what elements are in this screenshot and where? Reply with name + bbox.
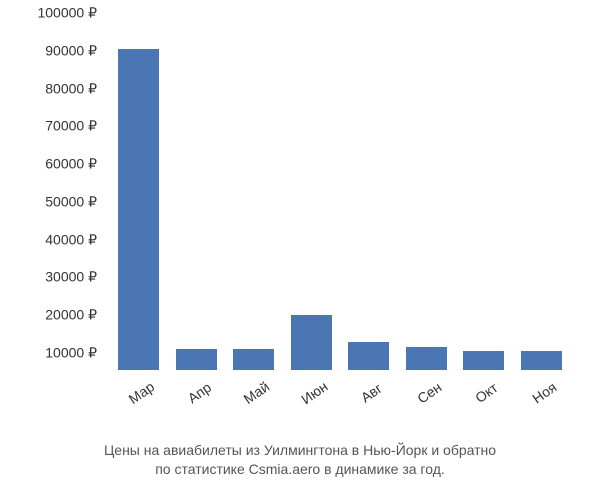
y-tick-label: 70000 ₽	[45, 118, 97, 135]
x-axis: МарАпрМайИюнАвгСенОктНоя	[110, 375, 570, 425]
y-tick-label: 30000 ₽	[45, 269, 97, 286]
y-tick-label: 100000 ₽	[37, 5, 97, 22]
chart-container: 10000 ₽ 20000 ₽ 30000 ₽ 40000 ₽ 50000 ₽ 60000…	[10, 20, 580, 430]
y-tick-label: 10000 ₽	[45, 345, 97, 362]
bar	[118, 49, 159, 370]
bar-slot	[225, 30, 283, 370]
y-tick-label: 80000 ₽	[45, 80, 97, 97]
bar-slot	[340, 30, 398, 370]
bar-slot	[455, 30, 513, 370]
x-tick-label: Ноя	[511, 363, 587, 437]
plot-area	[110, 30, 570, 370]
caption-line-1: Цены на авиабилеты из Уилмингтона в Нью-…	[0, 441, 600, 461]
bar-slot	[283, 30, 341, 370]
bar-slot	[398, 30, 456, 370]
y-axis: 10000 ₽ 20000 ₽ 30000 ₽ 40000 ₽ 50000 ₽ 60000…	[10, 30, 105, 370]
y-tick-label: 20000 ₽	[45, 307, 97, 324]
bar-slot	[513, 30, 571, 370]
y-tick-label: 60000 ₽	[45, 156, 97, 173]
chart-caption: Цены на авиабилеты из Уилмингтона в Нью-…	[0, 441, 600, 480]
caption-line-2: по статистике Csmia.aero в динамике за г…	[0, 460, 600, 480]
bars-group	[110, 30, 570, 370]
y-tick-label: 50000 ₽	[45, 193, 97, 210]
bar-slot	[110, 30, 168, 370]
y-tick-label: 40000 ₽	[45, 231, 97, 248]
bar-slot	[168, 30, 226, 370]
y-tick-label: 90000 ₽	[45, 42, 97, 59]
bar	[291, 315, 332, 370]
